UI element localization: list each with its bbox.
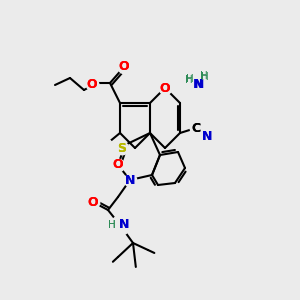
Text: H: H — [201, 72, 209, 82]
Text: C: C — [191, 122, 201, 134]
Text: S: S — [118, 142, 127, 154]
Text: O: O — [87, 77, 97, 91]
Text: N: N — [125, 173, 135, 187]
Text: N: N — [194, 79, 204, 92]
Text: H: H — [108, 220, 116, 230]
Text: O: O — [87, 77, 97, 91]
Text: O: O — [88, 196, 98, 208]
Text: O: O — [119, 61, 129, 74]
Text: N: N — [119, 218, 129, 232]
Text: O: O — [88, 196, 98, 208]
Text: N: N — [119, 218, 129, 232]
Text: S: S — [118, 142, 127, 154]
Text: N: N — [202, 130, 212, 143]
Text: H: H — [200, 71, 208, 81]
Text: O: O — [113, 158, 123, 172]
Text: O: O — [113, 158, 123, 172]
Text: H: H — [108, 220, 116, 230]
Text: N: N — [193, 77, 203, 91]
Text: O: O — [119, 61, 129, 74]
Text: H: H — [186, 74, 194, 84]
Text: H: H — [185, 75, 193, 85]
Text: C: C — [191, 122, 201, 134]
Text: O: O — [160, 82, 170, 94]
Text: N: N — [202, 130, 212, 143]
Text: O: O — [160, 82, 170, 94]
Text: N: N — [125, 173, 135, 187]
